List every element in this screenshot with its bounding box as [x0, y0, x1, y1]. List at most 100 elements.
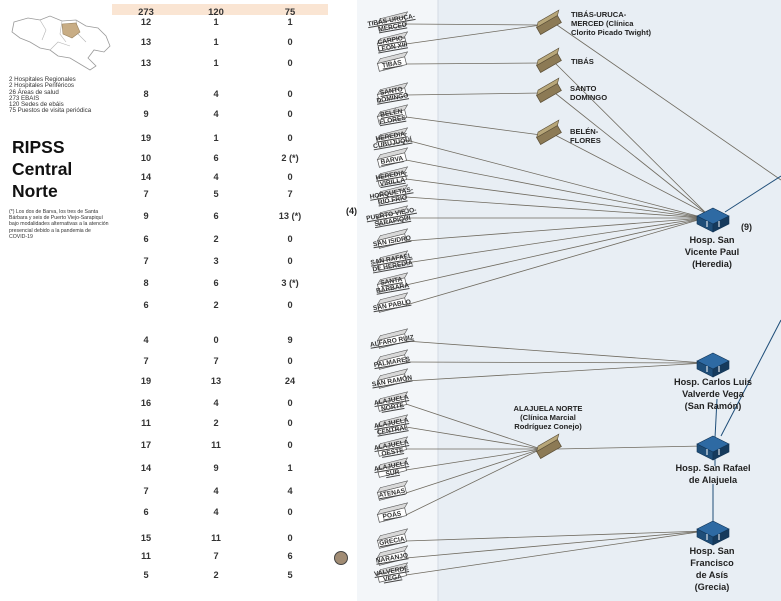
row-puestos: 0 [287, 37, 293, 47]
row-puestos: 0 [287, 300, 293, 310]
summary-item: 120 Sedes de ebáis [9, 101, 64, 109]
connection-line [405, 217, 706, 306]
row-puestos: 0 [287, 89, 293, 99]
summary-item: 273 EBAIS [9, 94, 40, 102]
row-sedes: 11 [211, 440, 221, 450]
area-label: TIBÁS [571, 57, 594, 66]
row-sedes: 11 [211, 533, 221, 543]
connection-line [405, 92, 542, 96]
hospital-icon [696, 352, 730, 378]
clinic-area-icon [536, 433, 562, 459]
connection-line [405, 530, 706, 542]
health-area-icon [376, 250, 409, 271]
row-sedes: 6 [213, 153, 219, 163]
row-puestos: 0 [287, 234, 293, 244]
connection-line [405, 426, 542, 450]
health-area-icon [376, 104, 409, 125]
connection-line [405, 448, 542, 471]
connection-line [405, 217, 706, 242]
row-puestos: 24 [284, 376, 296, 386]
totals-header-band [112, 4, 328, 15]
row-puestos: 5 [287, 570, 293, 580]
row-sedes: 2 [213, 418, 219, 428]
clinic-area-icon [536, 9, 562, 35]
connection-line [405, 159, 706, 219]
row-ebais: 17 [140, 440, 152, 450]
row-sedes: 2 [213, 300, 219, 310]
row-sedes: 1 [213, 17, 219, 27]
total-ebais: 273 [138, 6, 154, 17]
hospital-label: Hosp. San Francisco de Asís (Grecia) [689, 546, 735, 592]
health-area-icon [376, 166, 409, 187]
row-ebais: 10 [140, 153, 152, 163]
row-puestos: 0 [287, 172, 293, 182]
hospital-icon [696, 520, 730, 546]
row-sedes: 9 [213, 463, 219, 473]
circle-marker[interactable] [334, 551, 348, 565]
row-puestos: 0 [287, 109, 293, 119]
summary-item: 26 Áreas de salud [9, 88, 59, 96]
summary-item: 75 Puestos de visita periódica [9, 107, 92, 115]
row-ebais: 6 [143, 300, 149, 310]
row-puestos: 6 [287, 551, 293, 561]
row-sedes: 1 [213, 133, 219, 143]
row-sedes: 4 [213, 398, 219, 408]
row-puestos: 0 [287, 58, 293, 68]
health-area-icon [376, 562, 409, 583]
row-sedes: 4 [213, 507, 219, 517]
health-area-icon [376, 11, 409, 32]
referral-line [554, 92, 708, 215]
connection-line [405, 23, 542, 26]
row-sedes: 5 [213, 189, 219, 199]
row-ebais: 7 [143, 256, 149, 266]
group-count-left: (4) [346, 206, 357, 216]
connection-line [405, 116, 542, 136]
row-puestos: 2 (*) [281, 153, 299, 163]
health-area-icon [376, 502, 409, 523]
health-area-icon [376, 147, 409, 168]
clinic-area-icon [536, 119, 562, 145]
row-ebais: 13 [140, 37, 152, 47]
row-ebais: 4 [143, 335, 149, 345]
row-sedes: 4 [213, 109, 219, 119]
row-puestos: 1 [287, 463, 293, 473]
group-count-right: (9) [741, 222, 752, 232]
row-ebais: 5 [143, 570, 149, 580]
referral-line [554, 62, 708, 215]
row-ebais: 6 [143, 507, 149, 517]
row-sedes: 7 [213, 356, 219, 366]
row-ebais: 11 [141, 418, 151, 428]
health-area-icon [376, 480, 409, 501]
row-sedes: 13 [210, 376, 222, 386]
row-puestos: 0 [287, 133, 293, 143]
connection-line [405, 196, 706, 219]
row-ebais: 8 [143, 89, 149, 99]
row-sedes: 2 [213, 570, 219, 580]
connection-line [405, 217, 706, 264]
connection-line [405, 530, 706, 576]
row-ebais: 14 [140, 172, 152, 182]
referral-line [554, 134, 708, 215]
total-puestos: 75 [284, 6, 296, 17]
area-label: BELÉN- FLORES [570, 127, 601, 145]
connection-line [405, 178, 706, 219]
row-ebais: 9 [143, 211, 149, 221]
row-puestos: 7 [287, 189, 293, 199]
row-puestos: 0 [287, 398, 293, 408]
row-puestos: 3 (*) [281, 278, 299, 288]
health-area-icon [376, 436, 409, 457]
hospital-link [724, 175, 781, 213]
health-area-icon [376, 82, 409, 103]
row-ebais: 14 [140, 463, 152, 473]
row-puestos: 0 [287, 256, 293, 266]
health-area-icon [376, 205, 409, 226]
connection-line [405, 403, 542, 450]
row-puestos: 0 [287, 533, 293, 543]
row-ebais: 19 [140, 376, 152, 386]
row-sedes: 4 [213, 486, 219, 496]
row-puestos: 0 [287, 507, 293, 517]
row-puestos: 1 [287, 17, 293, 27]
summary-list: 2 Hospitales Regionales 2 Hospitales Peri… [9, 76, 92, 115]
row-ebais: 19 [140, 133, 152, 143]
